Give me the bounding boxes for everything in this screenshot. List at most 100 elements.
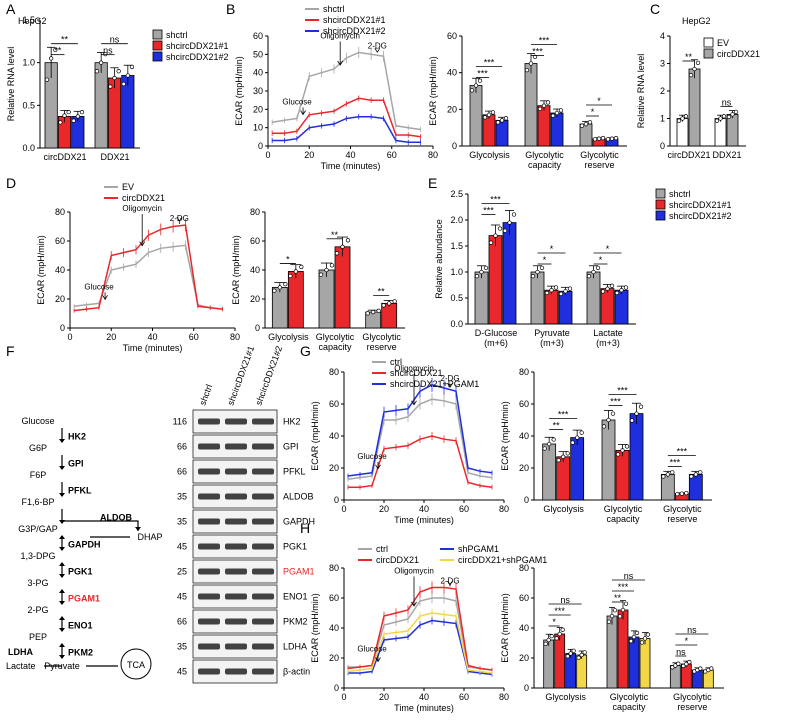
data-point bbox=[545, 100, 551, 105]
data-point bbox=[623, 601, 629, 606]
molecular-weight: 66 bbox=[177, 467, 187, 477]
data-point bbox=[474, 274, 480, 279]
data-point bbox=[576, 655, 581, 660]
x-tick-label: circDDX21 bbox=[667, 150, 710, 160]
data-point bbox=[670, 470, 675, 475]
y-tick-label: 60 bbox=[447, 31, 457, 41]
x-tick-label: Glycolytic bbox=[580, 150, 619, 160]
data-point bbox=[503, 116, 509, 121]
data-point bbox=[714, 118, 720, 123]
data-point bbox=[680, 116, 685, 121]
significance-label: *** bbox=[477, 69, 488, 79]
bar bbox=[543, 639, 555, 689]
x-tick-label: reserve bbox=[677, 702, 707, 712]
protein-label: LDHA bbox=[283, 642, 307, 652]
data-point bbox=[502, 228, 508, 233]
data-point bbox=[639, 640, 645, 645]
metabolite: F6P bbox=[30, 470, 47, 480]
y-tick-label: 20 bbox=[253, 104, 263, 114]
injection-arrow-head bbox=[139, 241, 146, 247]
significance-label: *** bbox=[670, 457, 681, 467]
data-point bbox=[544, 290, 550, 296]
injection-label: 2-DG bbox=[440, 374, 459, 383]
data-point bbox=[329, 263, 335, 268]
x-tick-label: 40 bbox=[419, 692, 429, 702]
data-point bbox=[606, 417, 611, 423]
legend-label: circDDX21+shPGAM1 bbox=[458, 555, 547, 565]
significance-label: ns bbox=[687, 625, 697, 635]
x-tick-label: capacity bbox=[318, 342, 352, 352]
y-tick-label: 0 bbox=[524, 683, 529, 693]
data-point bbox=[561, 454, 566, 459]
injection-label: Glucose bbox=[282, 98, 312, 107]
pathway-diagram: Glucose HK2 G6P GPI F6P PFKL F1,6-BP ALDOB G3P/G… bbox=[6, 416, 163, 680]
data-point bbox=[610, 411, 616, 416]
data-point bbox=[549, 288, 554, 293]
y-tick-label: 2.5 bbox=[450, 189, 463, 199]
molecular-weight: 45 bbox=[177, 592, 187, 602]
y-tick-label: 40 bbox=[55, 265, 65, 275]
bar bbox=[318, 269, 335, 329]
data-point bbox=[563, 289, 568, 294]
x-tick-label: 60 bbox=[189, 332, 199, 342]
protein-label: GAPDH bbox=[283, 517, 315, 527]
data-point bbox=[571, 648, 576, 653]
injection-label: 2-DG bbox=[170, 214, 189, 223]
data-point bbox=[582, 650, 587, 655]
blot-band bbox=[198, 518, 220, 525]
significance-label: *** bbox=[618, 582, 629, 592]
x-axis-label: Time (minutes) bbox=[321, 161, 381, 171]
data-point bbox=[553, 285, 559, 290]
data-point bbox=[698, 470, 703, 475]
bar bbox=[550, 112, 564, 147]
y-tick-label: 60 bbox=[519, 593, 529, 603]
y-tick-label: 30 bbox=[253, 86, 263, 96]
blot-band bbox=[198, 643, 220, 650]
molecular-weight: 116 bbox=[173, 417, 187, 427]
data-point bbox=[392, 299, 397, 304]
data-point bbox=[600, 135, 606, 141]
bar bbox=[629, 413, 644, 501]
data-point bbox=[620, 607, 626, 613]
data-point bbox=[609, 136, 615, 141]
pathway-arrow-head bbox=[59, 628, 65, 632]
y-tick-label: 80 bbox=[519, 367, 529, 377]
data-point bbox=[586, 274, 592, 279]
y-tick-label: 80 bbox=[329, 367, 339, 377]
bar bbox=[94, 62, 108, 149]
data-point bbox=[645, 632, 651, 637]
data-point bbox=[524, 67, 530, 73]
x-tick-label: 80 bbox=[428, 150, 438, 160]
data-point bbox=[675, 491, 680, 497]
data-point bbox=[365, 311, 370, 316]
metabolite: 1,3-DPG bbox=[20, 551, 55, 561]
chart-title: HepG2 bbox=[18, 16, 47, 26]
significance-label: ** bbox=[54, 46, 62, 56]
legend-label: shcircDDX21#1 bbox=[166, 41, 229, 51]
data-point bbox=[112, 75, 117, 81]
protein-label: PGK1 bbox=[283, 542, 307, 552]
blot-band bbox=[252, 668, 274, 675]
protein-label: PKM2 bbox=[283, 617, 308, 627]
data-point bbox=[486, 112, 492, 117]
metabolite: Lactate bbox=[6, 661, 36, 671]
bar bbox=[544, 289, 559, 325]
data-point bbox=[493, 233, 498, 238]
data-point bbox=[591, 269, 596, 275]
enzyme: LDHA bbox=[8, 647, 33, 657]
lane-label: shcircDDX21#1 bbox=[225, 345, 256, 407]
significance-label: * bbox=[606, 244, 610, 254]
significance-label: *** bbox=[490, 195, 501, 205]
x-tick-label: 20 bbox=[106, 332, 116, 342]
bar-chart-e: 0.0 0.5 1.0 1.5 2.0 2.5 Relative abundance D-Gl… bbox=[434, 188, 732, 348]
bar bbox=[524, 63, 538, 147]
pathway-arrow-head bbox=[59, 493, 65, 497]
legend-label: shcircDDX21+PGAM1 bbox=[390, 379, 479, 389]
pathway-arrow-head bbox=[59, 547, 65, 551]
data-point bbox=[609, 283, 615, 288]
molecular-weight: 35 bbox=[177, 492, 187, 502]
y-tick-label: 1.0 bbox=[22, 58, 35, 68]
y-tick-label: 40 bbox=[519, 431, 529, 441]
